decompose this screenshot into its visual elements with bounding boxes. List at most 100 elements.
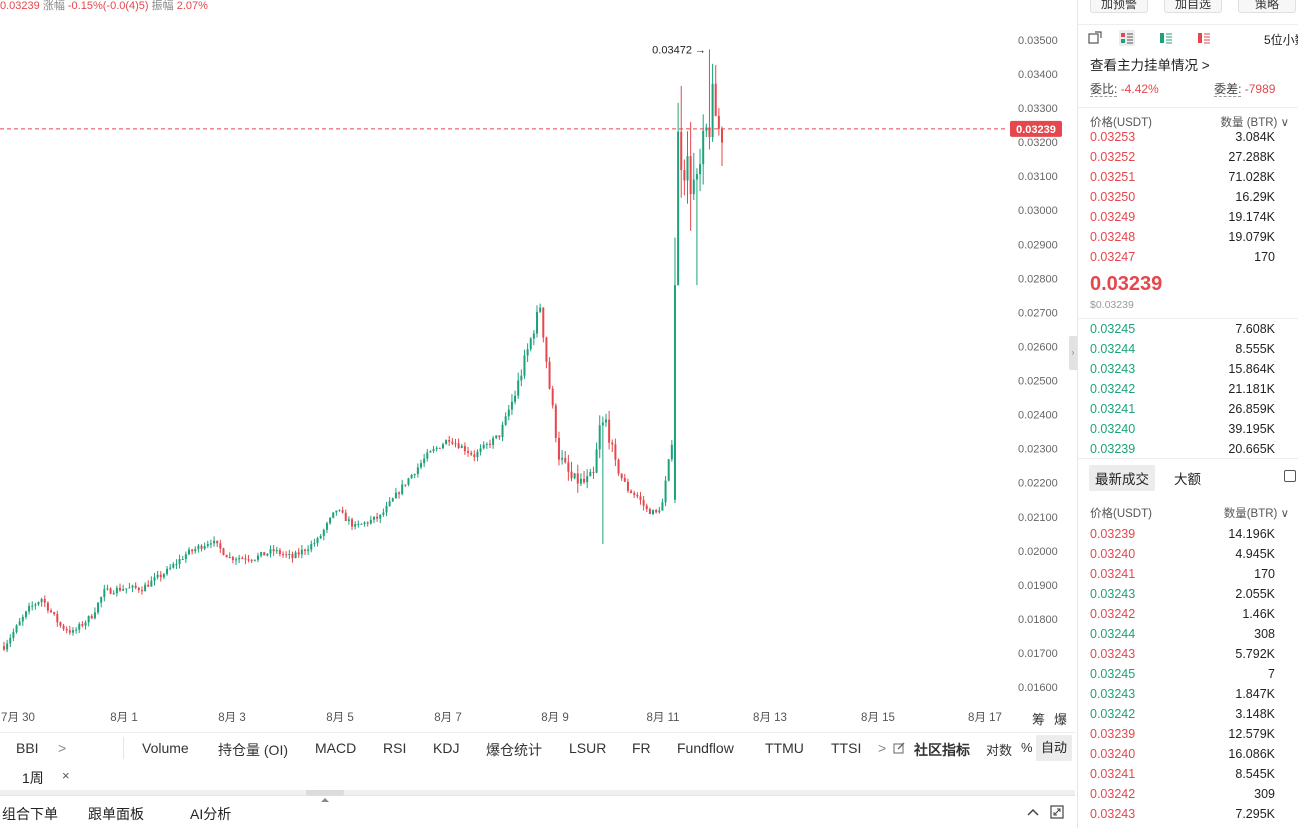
orderbook-row[interactable]: 0.03252 27.288K — [1078, 147, 1298, 167]
tab-latest-trades[interactable]: 最新成交 — [1089, 465, 1155, 491]
candle-down — [626, 478, 629, 493]
trade-row[interactable]: 0.03244 308 — [1078, 624, 1298, 644]
trades-qty-header[interactable]: 数量(BTR) ∨ — [1223, 508, 1289, 520]
edit-icon[interactable] — [893, 742, 905, 754]
orderbook-panel: 加预警 加自选 策略 5位小数 — [1077, 0, 1298, 828]
orderbook-row[interactable]: 0.03240 39.195K — [1078, 419, 1298, 439]
orderbook-row[interactable]: 0.03247 170 — [1078, 247, 1298, 267]
row-quantity: 5.792K — [1235, 647, 1275, 661]
indicator-fr[interactable]: FR — [632, 740, 651, 756]
indicator-fundflow[interactable]: Fundflow — [677, 740, 734, 756]
trade-row[interactable]: 0.03240 4.945K — [1078, 544, 1298, 564]
candle-up — [178, 554, 181, 569]
panel-resize-bar[interactable] — [0, 790, 1075, 802]
add-watchlist-button[interactable]: 加自选 — [1164, 0, 1222, 13]
trade-row[interactable]: 0.03242 3.148K — [1078, 704, 1298, 724]
candle-down — [56, 610, 59, 627]
indicator-kdj[interactable]: KDJ — [433, 740, 460, 756]
candle-up — [539, 303, 542, 314]
candle-up — [388, 497, 391, 507]
main-orders-link[interactable]: 查看主力挂单情况 > — [1090, 58, 1210, 73]
community-indicators[interactable]: 社区指标 — [914, 742, 970, 758]
candle-up — [479, 444, 482, 456]
tab-large-trades[interactable]: 大额 — [1174, 472, 1201, 487]
trade-row[interactable]: 0.03239 14.196K — [1078, 524, 1298, 544]
large-trades-checkbox[interactable] — [1284, 470, 1296, 482]
row-price: 0.03244 — [1090, 627, 1136, 641]
trade-row[interactable]: 0.03245 7 — [1078, 664, 1298, 684]
trade-row[interactable]: 0.03239 12.579K — [1078, 724, 1298, 744]
tab-combo-order[interactable]: 组合下单 — [2, 806, 58, 822]
orderbook-row[interactable]: 0.03248 19.079K — [1078, 227, 1298, 247]
indicator-ttmu[interactable]: TTMU — [765, 740, 804, 756]
trade-row[interactable]: 0.03241 8.545K — [1078, 764, 1298, 784]
collapse-panel-handle[interactable]: › — [1069, 336, 1077, 370]
ratio-label: 委比: — [1090, 82, 1118, 97]
trade-row[interactable]: 0.03240 16.086K — [1078, 744, 1298, 764]
tab-ai-analysis[interactable]: AI分析 — [190, 806, 232, 822]
log-scale-toggle[interactable]: 对数 — [986, 743, 1013, 758]
candle-up — [413, 473, 416, 479]
indicator-more[interactable]: > — [878, 740, 887, 756]
candle-down — [65, 626, 68, 634]
trade-row[interactable]: 0.03243 7.295K — [1078, 804, 1298, 824]
resize-handle[interactable] — [306, 790, 344, 802]
book-asks-only-icon[interactable] — [1196, 30, 1212, 46]
popout-icon[interactable] — [1087, 30, 1103, 46]
candle-up — [429, 450, 432, 453]
indicator-bbi-more[interactable]: > — [58, 740, 67, 756]
orderbook-qty-header[interactable]: 数量 (BTR) ∨ — [1220, 117, 1289, 129]
candle-down — [222, 547, 225, 556]
candle-up — [78, 622, 81, 634]
decimals-select[interactable]: 5位小数 — [1264, 33, 1298, 47]
book-bids-only-icon[interactable] — [1158, 30, 1174, 46]
add-alert-button[interactable]: 加预警 — [1090, 0, 1148, 13]
orderbook-row[interactable]: 0.03241 26.859K — [1078, 399, 1298, 419]
indicator-bbi[interactable]: BBI — [16, 740, 39, 756]
indicator-volume[interactable]: Volume — [142, 740, 189, 756]
trade-row[interactable]: 0.03243 5.792K — [1078, 644, 1298, 664]
indicator-liquidation[interactable]: 爆仓统计 — [486, 742, 542, 758]
trade-row[interactable]: 0.03241 170 — [1078, 564, 1298, 584]
indicator-ttsi[interactable]: TTSI — [831, 740, 862, 756]
orderbook-row[interactable]: 0.03239 20.665K — [1078, 439, 1298, 459]
expand-icon[interactable] — [1050, 805, 1064, 819]
indicator-oi[interactable]: 持仓量 (OI) — [218, 742, 288, 758]
trade-row[interactable]: 0.03243 1.847K — [1078, 684, 1298, 704]
candle-up — [347, 516, 350, 525]
book-both-sides-icon[interactable] — [1119, 30, 1135, 46]
trade-row[interactable]: 0.03242 309 — [1078, 784, 1298, 804]
orderbook-row[interactable]: 0.03243 15.864K — [1078, 359, 1298, 379]
interval-tag[interactable]: 1周 — [22, 770, 44, 786]
row-quantity: 1.46K — [1242, 607, 1275, 621]
indicator-lsur[interactable]: LSUR — [569, 740, 607, 756]
row-price: 0.03251 — [1090, 170, 1136, 184]
trade-row[interactable]: 0.03243 2.055K — [1078, 584, 1298, 604]
orderbook-row[interactable]: 0.03242 21.181K — [1078, 379, 1298, 399]
interval-close-icon[interactable]: × — [62, 768, 70, 783]
chevron-up-icon[interactable] — [1026, 807, 1040, 817]
indicator-macd[interactable]: MACD — [315, 740, 357, 756]
auto-scale-toggle[interactable]: 自动 — [1036, 735, 1072, 761]
orderbook-row[interactable]: 0.03250 16.29K — [1078, 187, 1298, 207]
orderbook-row[interactable]: 0.03244 8.555K — [1078, 339, 1298, 359]
chevron-up-icon — [321, 798, 329, 802]
candle-up — [31, 601, 34, 611]
candle-up — [507, 404, 510, 421]
strategy-button[interactable]: 策略 — [1238, 0, 1296, 13]
indicator-rsi[interactable]: RSI — [383, 740, 407, 756]
tab-copy-trading[interactable]: 跟单面板 — [88, 806, 144, 822]
percent-scale-toggle[interactable]: % — [1021, 740, 1033, 755]
candle-up — [426, 448, 429, 462]
orderbook-toolbar: 5位小数 — [1078, 24, 1298, 50]
candle-up — [310, 540, 313, 553]
candle-down — [630, 489, 633, 494]
trade-row[interactable]: 0.03242 1.46K — [1078, 604, 1298, 624]
orderbook-row[interactable]: 0.03253 3.084K — [1078, 127, 1298, 147]
candle-down — [608, 410, 611, 450]
candle-up — [441, 442, 444, 450]
candlestick-chart[interactable]: 0.03500 0.03400 0.03300 0.03200 0.03100 0.030… — [0, 14, 1072, 732]
orderbook-row[interactable]: 0.03245 7.608K — [1078, 319, 1298, 339]
orderbook-row[interactable]: 0.03251 71.028K — [1078, 167, 1298, 187]
orderbook-row[interactable]: 0.03249 19.174K — [1078, 207, 1298, 227]
